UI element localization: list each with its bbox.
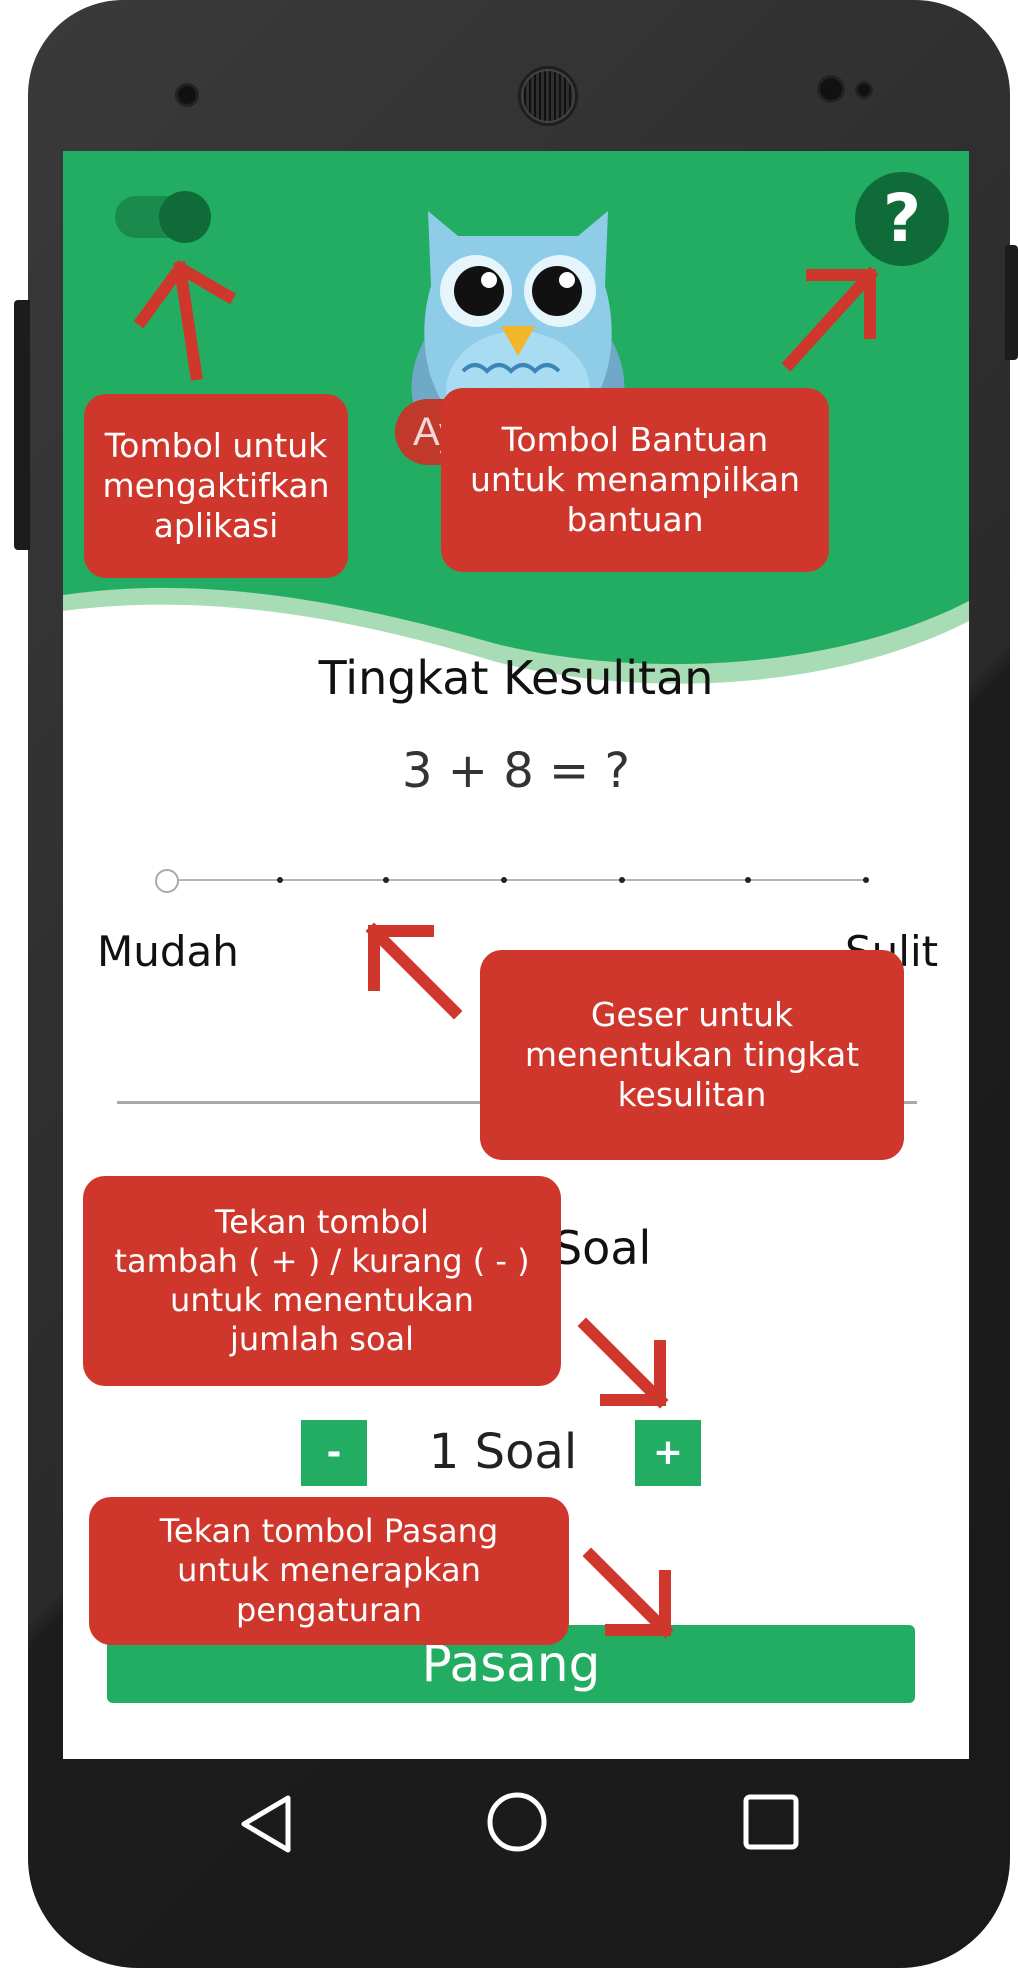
difficulty-title: Tingkat Kesulitan	[318, 651, 714, 705]
slider-hint-callout: Geser untuk menentukan tingkat kesulitan	[480, 950, 904, 1160]
help-button[interactable]: ?	[855, 172, 949, 266]
slider-tick	[501, 877, 507, 883]
phone-side-button-left	[14, 300, 30, 550]
question-count-value: 1 Soal	[428, 1424, 578, 1480]
apply-hint-callout: Tekan tombol Pasang untuk menerapkan pen…	[89, 1497, 569, 1645]
difficulty-slider-track[interactable]	[168, 879, 868, 881]
phone-speaker	[518, 66, 578, 126]
help-hint-callout: Tombol Bantuan untuk menampilkan bantuan	[441, 388, 829, 572]
example-question: 3 + 8 = ?	[401, 743, 631, 799]
decrease-button[interactable]: -	[301, 1420, 367, 1486]
back-icon[interactable]	[236, 1792, 296, 1856]
count-hint-arrow	[577, 1317, 669, 1409]
phone-side-button-right	[1005, 245, 1018, 360]
proximity-sensor	[820, 78, 842, 100]
slider-tick	[745, 877, 751, 883]
slider-tick	[863, 877, 869, 883]
apply-hint-arrow	[582, 1547, 674, 1639]
slider-tick	[277, 877, 283, 883]
light-sensor	[858, 84, 870, 96]
count-hint-callout: Tekan tombol tambah ( + ) / kurang ( - )…	[83, 1176, 561, 1386]
front-camera	[178, 86, 196, 104]
slider-tick	[619, 877, 625, 883]
difficulty-slider-thumb[interactable]	[155, 869, 179, 893]
recents-icon[interactable]	[741, 1792, 801, 1852]
slider-hint-arrow	[365, 922, 463, 1020]
help-hint-arrow	[781, 266, 879, 372]
app-toggle-knob[interactable]	[159, 191, 211, 243]
increase-button[interactable]: +	[635, 1420, 701, 1486]
slider-tick	[383, 877, 389, 883]
label-easy: Mudah	[97, 927, 239, 976]
home-icon[interactable]	[485, 1790, 549, 1854]
toggle-hint-callout: Tombol untuk mengaktifkan aplikasi	[84, 394, 348, 578]
toggle-hint-arrow	[133, 260, 237, 381]
